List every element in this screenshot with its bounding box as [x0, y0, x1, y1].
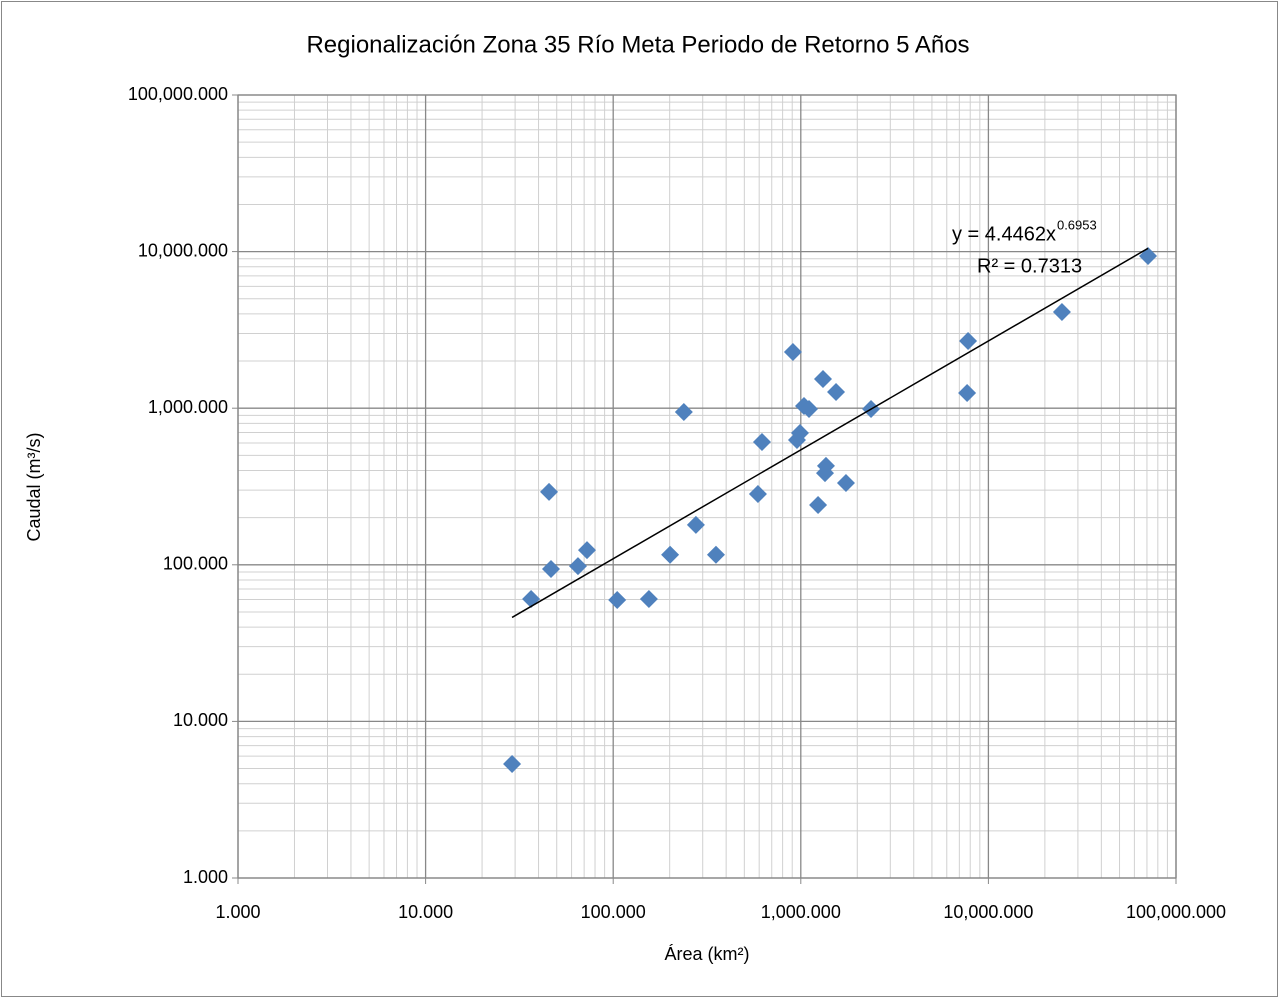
x-tick-label: 1,000.000: [761, 902, 841, 922]
data-point: [1052, 303, 1071, 322]
data-point: [674, 402, 693, 421]
data-point: [608, 590, 627, 609]
data-point: [541, 560, 560, 579]
data-point: [959, 332, 978, 351]
data-point: [813, 370, 832, 389]
data-point: [836, 473, 855, 492]
trendline: [511, 247, 1149, 619]
x-tick-label: 100.000: [581, 902, 646, 922]
data-point: [661, 545, 680, 564]
data-point: [568, 557, 587, 576]
y-tick-label: 1.000: [183, 867, 228, 887]
plot-frame: [237, 94, 1177, 879]
x-tick-label: 10.000: [398, 902, 453, 922]
data-point: [790, 423, 809, 442]
data-point: [686, 515, 705, 534]
x-axis-title: Área (km²): [665, 944, 750, 964]
x-tick-label: 1.000: [215, 902, 260, 922]
trendline-exponent: 0.6953: [1057, 217, 1097, 232]
y-tick-label: 10.000: [173, 710, 228, 730]
data-point: [540, 482, 559, 501]
data-point: [809, 495, 828, 514]
y-axis-title: Caudal (m³/s): [24, 432, 44, 541]
data-point: [800, 400, 819, 419]
data-point: [639, 589, 658, 608]
data-point: [816, 456, 835, 475]
y-tick-label: 1,000.000: [148, 397, 228, 417]
x-tick-label: 100,000.000: [1126, 902, 1226, 922]
data-point: [752, 433, 771, 452]
trendline-r-squared: R² = 0.7313: [977, 255, 1082, 277]
data-point: [503, 754, 522, 773]
trendline-equation: y = 4.4462x: [952, 223, 1056, 245]
data-point: [958, 384, 977, 403]
chart-title: Regionalización Zona 35 Río Meta Periodo…: [306, 31, 969, 58]
data-point: [783, 342, 802, 361]
data-point: [748, 485, 767, 504]
y-tick-label: 100.000: [163, 554, 228, 574]
y-tick-label: 100,000.000: [128, 84, 228, 104]
data-point: [706, 545, 725, 564]
data-point: [827, 382, 846, 401]
x-tick-label: 10,000.000: [943, 902, 1033, 922]
data-point: [577, 541, 596, 560]
y-tick-label: 10,000.000: [138, 240, 228, 260]
